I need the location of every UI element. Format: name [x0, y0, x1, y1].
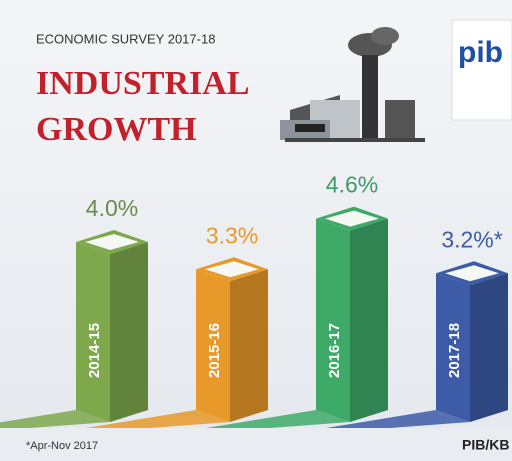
bar-side-shade: [470, 273, 508, 422]
base-ribbon: [326, 410, 470, 428]
value-label: 4.0%: [86, 195, 138, 221]
bar-top-inner: [325, 210, 379, 227]
category-label: 2016-17: [326, 323, 343, 378]
bar-side: [110, 242, 148, 422]
bar: 2014-15: [76, 230, 148, 422]
value-label: 3.2%*: [441, 226, 502, 252]
bar-top-inner: [85, 234, 139, 250]
value-label: 3.3%: [206, 222, 258, 248]
bar-side: [230, 269, 268, 422]
bar-side-shade: [350, 218, 388, 422]
subtitle: ECONOMIC SURVEY 2017-18: [36, 31, 215, 46]
logo-text: pib: [458, 36, 503, 69]
factory-icon: [280, 27, 425, 142]
bar-side-shade: [230, 269, 268, 422]
bar-top-inner: [205, 261, 259, 278]
bar-front: [316, 218, 350, 422]
source: PIB/KB: [462, 437, 509, 453]
bar-side-shade: [110, 242, 148, 422]
category-label: 2017-18: [446, 323, 463, 378]
category-label: 2014-15: [86, 323, 103, 378]
bar-side: [470, 273, 508, 422]
footer-band: [0, 428, 512, 461]
logo-box: [451, 19, 512, 121]
base-ribbon: [0, 410, 110, 428]
base-ribbon: [86, 410, 230, 428]
value-label: 4.6%: [326, 172, 378, 198]
title-line: GROWTH: [36, 111, 197, 148]
bar-front: [436, 273, 470, 422]
bar-front: [76, 242, 110, 422]
bar-front: [196, 269, 230, 422]
category-label: 2015-16: [206, 323, 223, 378]
bar: 2017-18: [436, 261, 508, 422]
bar-top-inner: [445, 265, 499, 282]
bar-side: [350, 218, 388, 422]
bar: 2016-17: [316, 206, 388, 422]
footnote: *Apr-Nov 2017: [26, 440, 98, 452]
title-line: INDUSTRIAL: [36, 65, 250, 102]
bar: 2015-16: [196, 257, 268, 422]
base-ribbon: [206, 410, 350, 428]
